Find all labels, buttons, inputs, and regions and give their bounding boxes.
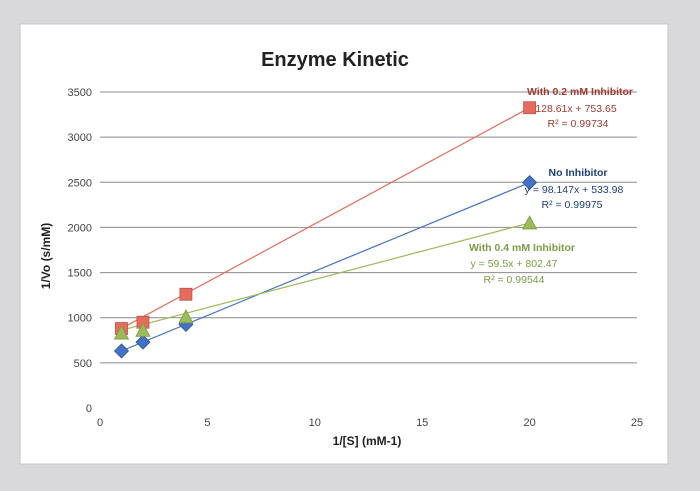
series-name-label: No Inhibitor <box>549 167 608 179</box>
data-point-diamond <box>135 334 151 350</box>
series-name-label: With 0.2 mM Inhibitor <box>527 86 633 98</box>
y-tick-label: 0 <box>86 403 92 415</box>
trendline-equation: 128.61x + 753.65 <box>535 103 617 115</box>
data-point-square <box>179 287 193 301</box>
y-tick-label: 2500 <box>68 177 92 189</box>
trendline-annotations: No Inhibitor y = 98.147x + 533.98 R² = 0.9… <box>469 86 633 286</box>
data-point-triangle <box>135 322 151 337</box>
data-point-triangle <box>178 308 194 324</box>
x-tick-label: 10 <box>309 417 321 429</box>
x-tick-label: 5 <box>204 417 210 429</box>
trendline-equation: y = 59.5x + 802.47 <box>471 258 558 270</box>
x-tick-label: 0 <box>97 417 103 429</box>
trendline-r2: R² = 0.99734 <box>547 118 608 130</box>
chart-area <box>19 23 669 465</box>
y-tick-label: 3000 <box>68 132 92 144</box>
trendline-equation: y = 98.147x + 533.98 <box>525 184 624 196</box>
data-point-triangle <box>521 215 538 230</box>
y-tick-labels: 0 500 1000 1500 2000 2500 3000 3500 <box>68 87 92 415</box>
x-axis-label: 1/[S] (mM-1) <box>333 434 402 448</box>
chart-title: Enzyme Kinetic <box>261 49 409 71</box>
x-tick-label: 25 <box>631 417 643 429</box>
y-tick-label: 1000 <box>68 313 92 325</box>
x-tick-label: 15 <box>416 417 428 429</box>
y-tick-label: 2000 <box>68 222 92 234</box>
data-markers <box>113 101 538 359</box>
y-tick-label: 1500 <box>68 268 92 280</box>
data-point-triangle <box>113 325 130 340</box>
y-tick-label: 3500 <box>68 87 92 99</box>
data-point-diamond <box>522 174 538 191</box>
data-point-square <box>523 101 536 115</box>
trendline-r2: R² = 0.99975 <box>541 199 602 211</box>
x-tick-label: 20 <box>523 417 535 429</box>
trendline <box>121 222 530 331</box>
series-name-label: With 0.4 mM Inhibitor <box>469 242 575 254</box>
x-tick-labels: 0 5 10 15 20 25 <box>97 417 643 429</box>
trendline-r2: R² = 0.99544 <box>483 274 544 286</box>
data-point-diamond <box>113 343 130 359</box>
y-tick-label: 500 <box>74 358 92 370</box>
y-axis-label: 1/Vo (s/mM) <box>39 223 53 289</box>
